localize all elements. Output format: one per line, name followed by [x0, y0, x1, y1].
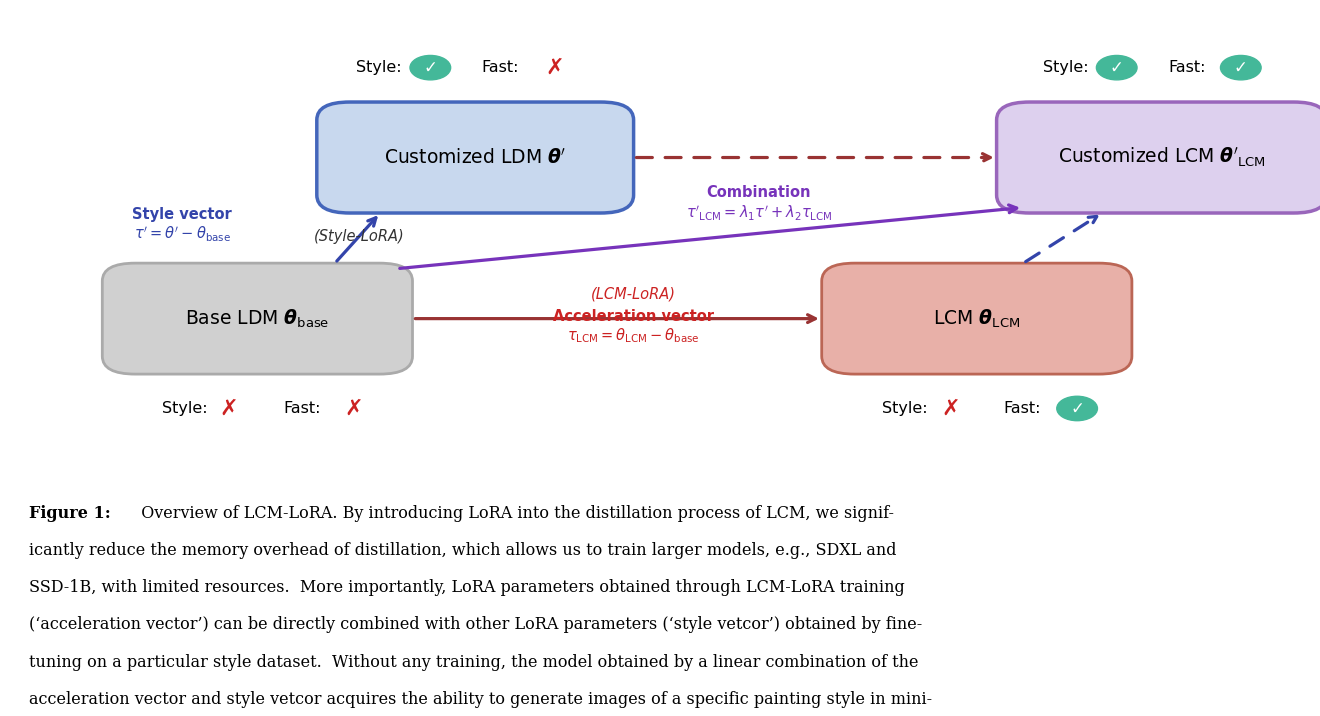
Text: Figure 1:: Figure 1:	[29, 505, 111, 522]
FancyBboxPatch shape	[317, 102, 634, 213]
Text: Style:: Style:	[1043, 60, 1089, 75]
Text: Style:: Style:	[882, 401, 928, 416]
Text: Fast:: Fast:	[1168, 60, 1205, 75]
Text: Base LDM $\boldsymbol{\theta}_\mathrm{base}$: Base LDM $\boldsymbol{\theta}_\mathrm{ba…	[185, 307, 330, 330]
Text: ✗: ✗	[545, 58, 564, 77]
Text: icantly reduce the memory overhead of distillation, which allows us to train lar: icantly reduce the memory overhead of di…	[29, 542, 896, 559]
Text: Style:: Style:	[356, 60, 403, 75]
FancyBboxPatch shape	[997, 102, 1320, 213]
Text: ✗: ✗	[941, 399, 960, 418]
Text: LCM $\boldsymbol{\theta}_\mathrm{LCM}$: LCM $\boldsymbol{\theta}_\mathrm{LCM}$	[933, 307, 1020, 330]
Ellipse shape	[1221, 55, 1261, 80]
Text: (‘acceleration vector’) can be directly combined with other LoRA parameters (‘st: (‘acceleration vector’) can be directly …	[29, 616, 923, 634]
Text: Fast:: Fast:	[284, 401, 321, 416]
Text: tuning on a particular style dataset.  Without any training, the model obtained : tuning on a particular style dataset. Wi…	[29, 654, 919, 671]
Ellipse shape	[411, 55, 450, 80]
Text: Style:: Style:	[162, 401, 209, 416]
Text: Combination
$\tau'_\mathrm{LCM} = \lambda_1\tau' + \lambda_2\tau_\mathrm{LCM}$: Combination $\tau'_\mathrm{LCM} = \lambd…	[685, 185, 833, 223]
Text: Customized LDM $\boldsymbol{\theta}'$: Customized LDM $\boldsymbol{\theta}'$	[384, 147, 566, 168]
Text: (Style-LoRA): (Style-LoRA)	[314, 229, 404, 243]
FancyArrowPatch shape	[636, 154, 990, 161]
Text: Fast:: Fast:	[1003, 401, 1040, 416]
FancyArrowPatch shape	[337, 218, 376, 261]
Text: Overview of LCM-LoRA. By introducing LoRA into the distillation process of LCM, : Overview of LCM-LoRA. By introducing LoR…	[131, 505, 894, 522]
FancyBboxPatch shape	[821, 263, 1133, 374]
Text: Acceleration vector
$\tau_\mathrm{LCM} = \theta_\mathrm{LCM} - \theta_\mathrm{ba: Acceleration vector $\tau_\mathrm{LCM} =…	[553, 309, 714, 345]
Text: ✓: ✓	[1071, 400, 1084, 417]
FancyArrowPatch shape	[1026, 216, 1097, 261]
Text: ✓: ✓	[1110, 59, 1123, 77]
Text: SSD-1B, with limited resources.  More importantly, LoRA parameters obtained thro: SSD-1B, with limited resources. More imp…	[29, 579, 904, 596]
Text: Customized LCM $\boldsymbol{\theta}'_\mathrm{LCM}$: Customized LCM $\boldsymbol{\theta}'_\ma…	[1057, 146, 1266, 169]
FancyArrowPatch shape	[400, 205, 1016, 268]
Text: ✗: ✗	[345, 399, 363, 418]
Text: ✗: ✗	[219, 399, 238, 418]
Text: Fast:: Fast:	[482, 60, 519, 75]
Ellipse shape	[1057, 396, 1097, 421]
Text: (LCM-LoRA): (LCM-LoRA)	[591, 286, 676, 301]
FancyBboxPatch shape	[103, 263, 412, 374]
Ellipse shape	[1097, 55, 1137, 80]
FancyArrowPatch shape	[416, 315, 816, 322]
Text: ✓: ✓	[424, 59, 437, 77]
Text: ✓: ✓	[1234, 59, 1247, 77]
Text: Style vector
$\tau' = \theta' - \theta_\mathrm{base}$: Style vector $\tau' = \theta' - \theta_\…	[132, 207, 232, 244]
Text: acceleration vector and style vetcor acquires the ability to generate images of : acceleration vector and style vetcor acq…	[29, 691, 932, 708]
